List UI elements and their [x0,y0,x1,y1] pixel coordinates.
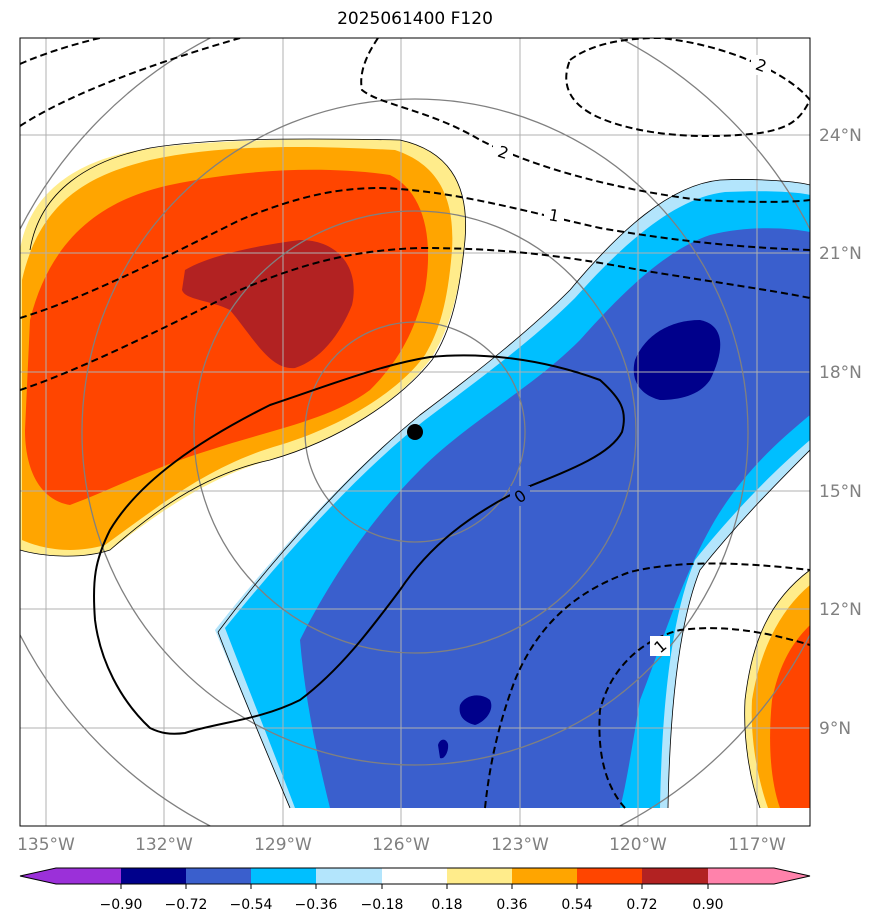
lon-tick-label: 120°W [609,835,667,855]
zero-contour [92,354,625,735]
lat-tick-label: 9°N [819,719,851,739]
colorbar-tick-label: 0.36 [496,897,527,913]
colorbar-segment [251,868,316,884]
colorbar-segment [774,868,810,884]
lon-tick-label: 117°W [728,835,786,855]
lon-tick-label: 126°W [372,835,430,855]
colorbar-tick-label: −0.54 [230,897,273,913]
colorbar-segment [382,868,447,884]
colorbar-tick-label: −0.72 [165,897,208,913]
colorbar-segment [20,868,56,884]
contour-labels: 2 2 1 0 1 [493,55,771,657]
colorbar-outline [19,867,811,885]
lat-lon-grid [20,38,810,826]
lon-tick-label: 132°W [135,835,193,855]
positive-anomaly-region-west [20,139,466,556]
lat-axis-labels: 24°N 21°N 18°N 15°N 12°N 9°N [819,126,862,739]
colorbar-tick-label: 0.90 [692,897,723,913]
lat-tick-label: 21°N [819,244,862,264]
colorbar-tick-label: 0.18 [431,897,462,913]
storm-center-marker [407,424,423,440]
colorbar-segment [708,868,774,884]
colorbar: −0.90 −0.72 −0.54 −0.36 −0.18 0.18 0.36 … [19,867,811,913]
colorbar-tick-label: 0.72 [626,897,657,913]
lon-axis-labels: 135°W 132°W 129°W 126°W 123°W 120°W 117°… [17,835,786,855]
colorbar-tick-label: −0.18 [361,897,404,913]
colorbar-segment [186,868,251,884]
lat-tick-label: 18°N [819,363,862,383]
colorbar-tick-label: −0.90 [100,897,143,913]
lat-tick-label: 24°N [819,126,862,146]
colorbar-segment [642,868,708,884]
colorbar-segment [121,868,186,884]
colorbar-segment [56,868,121,884]
lon-tick-label: 123°W [491,835,549,855]
colorbar-tick-label: −0.36 [295,897,338,913]
range-rings [20,38,810,826]
lon-tick-label: 129°W [254,835,312,855]
thin-contours [20,138,810,809]
colorbar-segment [577,868,642,884]
colorbar-segment [447,868,512,884]
map-title: 2025061400 F120 [337,9,493,29]
colorbar-tick-label: 0.54 [561,897,592,913]
lon-tick-label: 135°W [17,835,75,855]
lat-tick-label: 12°N [819,600,862,620]
map-frame [19,37,811,827]
contour-label: 1 [547,205,560,225]
lat-tick-label: 15°N [819,482,862,502]
colorbar-segment [512,868,577,884]
colorbar-segment [316,868,382,884]
